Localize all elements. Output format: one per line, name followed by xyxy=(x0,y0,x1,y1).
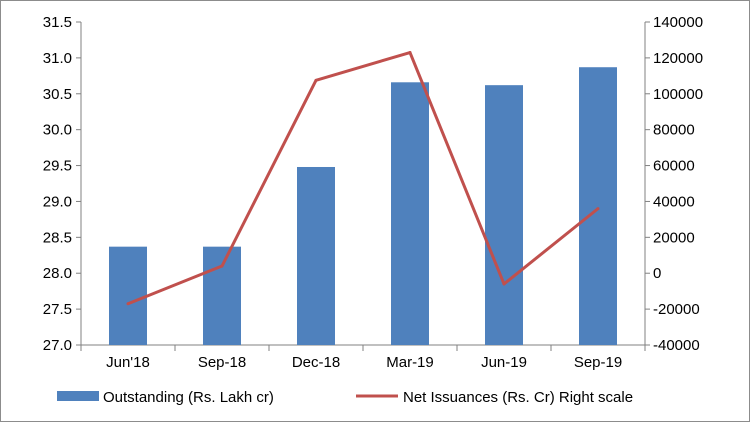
x-tick-label: Jun'18 xyxy=(106,354,150,371)
line-point-net-issuances xyxy=(220,264,224,268)
x-tick-label: Sep-18 xyxy=(198,354,246,371)
x-tick-label: Dec-18 xyxy=(292,354,340,371)
x-tick-label: Mar-19 xyxy=(386,354,434,371)
line-net-issuances xyxy=(127,51,599,306)
bar-outstanding xyxy=(579,67,617,345)
line-point-net-issuances xyxy=(502,282,506,286)
right-tick-label: -20000 xyxy=(653,301,700,318)
x-axis-ticks: Jun'18 Sep-18 Dec-18 Mar-19 Jun-19 Sep-19 xyxy=(80,345,646,371)
bar-outstanding xyxy=(203,246,241,345)
right-tick-label: 120000 xyxy=(653,50,703,67)
left-tick-label: 30.0 xyxy=(43,122,72,139)
bar-outstanding xyxy=(297,166,335,345)
right-tick-label: -40000 xyxy=(653,337,700,354)
bar-series xyxy=(109,67,617,346)
right-tick-label: 140000 xyxy=(653,14,703,31)
left-tick-label: 29.0 xyxy=(43,193,72,210)
left-tick-label: 27.5 xyxy=(43,301,72,318)
right-tick-label: 0 xyxy=(653,265,661,282)
line-point-net-issuances xyxy=(596,207,600,211)
left-tick-label: 30.5 xyxy=(43,86,72,103)
legend-swatch-outstanding xyxy=(57,391,99,401)
line-series xyxy=(126,51,600,306)
line-point-net-issuances xyxy=(408,51,412,55)
right-tick-label: 20000 xyxy=(653,229,695,246)
left-tick-label: 28.5 xyxy=(43,229,72,246)
x-tick-label: Jun-19 xyxy=(481,354,527,371)
right-tick-label: 80000 xyxy=(653,122,695,139)
legend-label-outstanding: Outstanding (Rs. Lakh cr) xyxy=(103,389,274,406)
line-point-net-issuances xyxy=(126,302,130,306)
left-tick-label: 29.5 xyxy=(43,158,72,175)
legend-label-net-issuances: Net Issuances (Rs. Cr) Right scale xyxy=(403,389,633,406)
line-point-net-issuances xyxy=(314,78,318,82)
left-tick-label: 31.5 xyxy=(43,14,72,31)
left-tick-label: 31.0 xyxy=(43,50,72,67)
x-tick-label: Sep-19 xyxy=(574,354,622,371)
bar-outstanding xyxy=(485,85,523,346)
left-tick-label: 28.0 xyxy=(43,265,72,282)
right-axis-ticks: -40000 -20000 0 20000 40000 60000 80000 100000 1… xyxy=(645,14,703,354)
right-tick-label: 40000 xyxy=(653,193,695,210)
legend: Outstanding (Rs. Lakh cr) Net Issuances … xyxy=(57,389,633,406)
right-tick-label: 60000 xyxy=(653,158,695,175)
right-tick-label: 100000 xyxy=(653,86,703,103)
bar-outstanding xyxy=(109,246,147,345)
axes xyxy=(80,22,646,346)
bar-outstanding xyxy=(391,82,429,345)
left-axis-ticks: 27.0 27.5 28.0 28.5 29.0 29.5 30.0 30.5 31.0 31.5 xyxy=(43,14,81,354)
left-tick-label: 27.0 xyxy=(43,337,72,354)
